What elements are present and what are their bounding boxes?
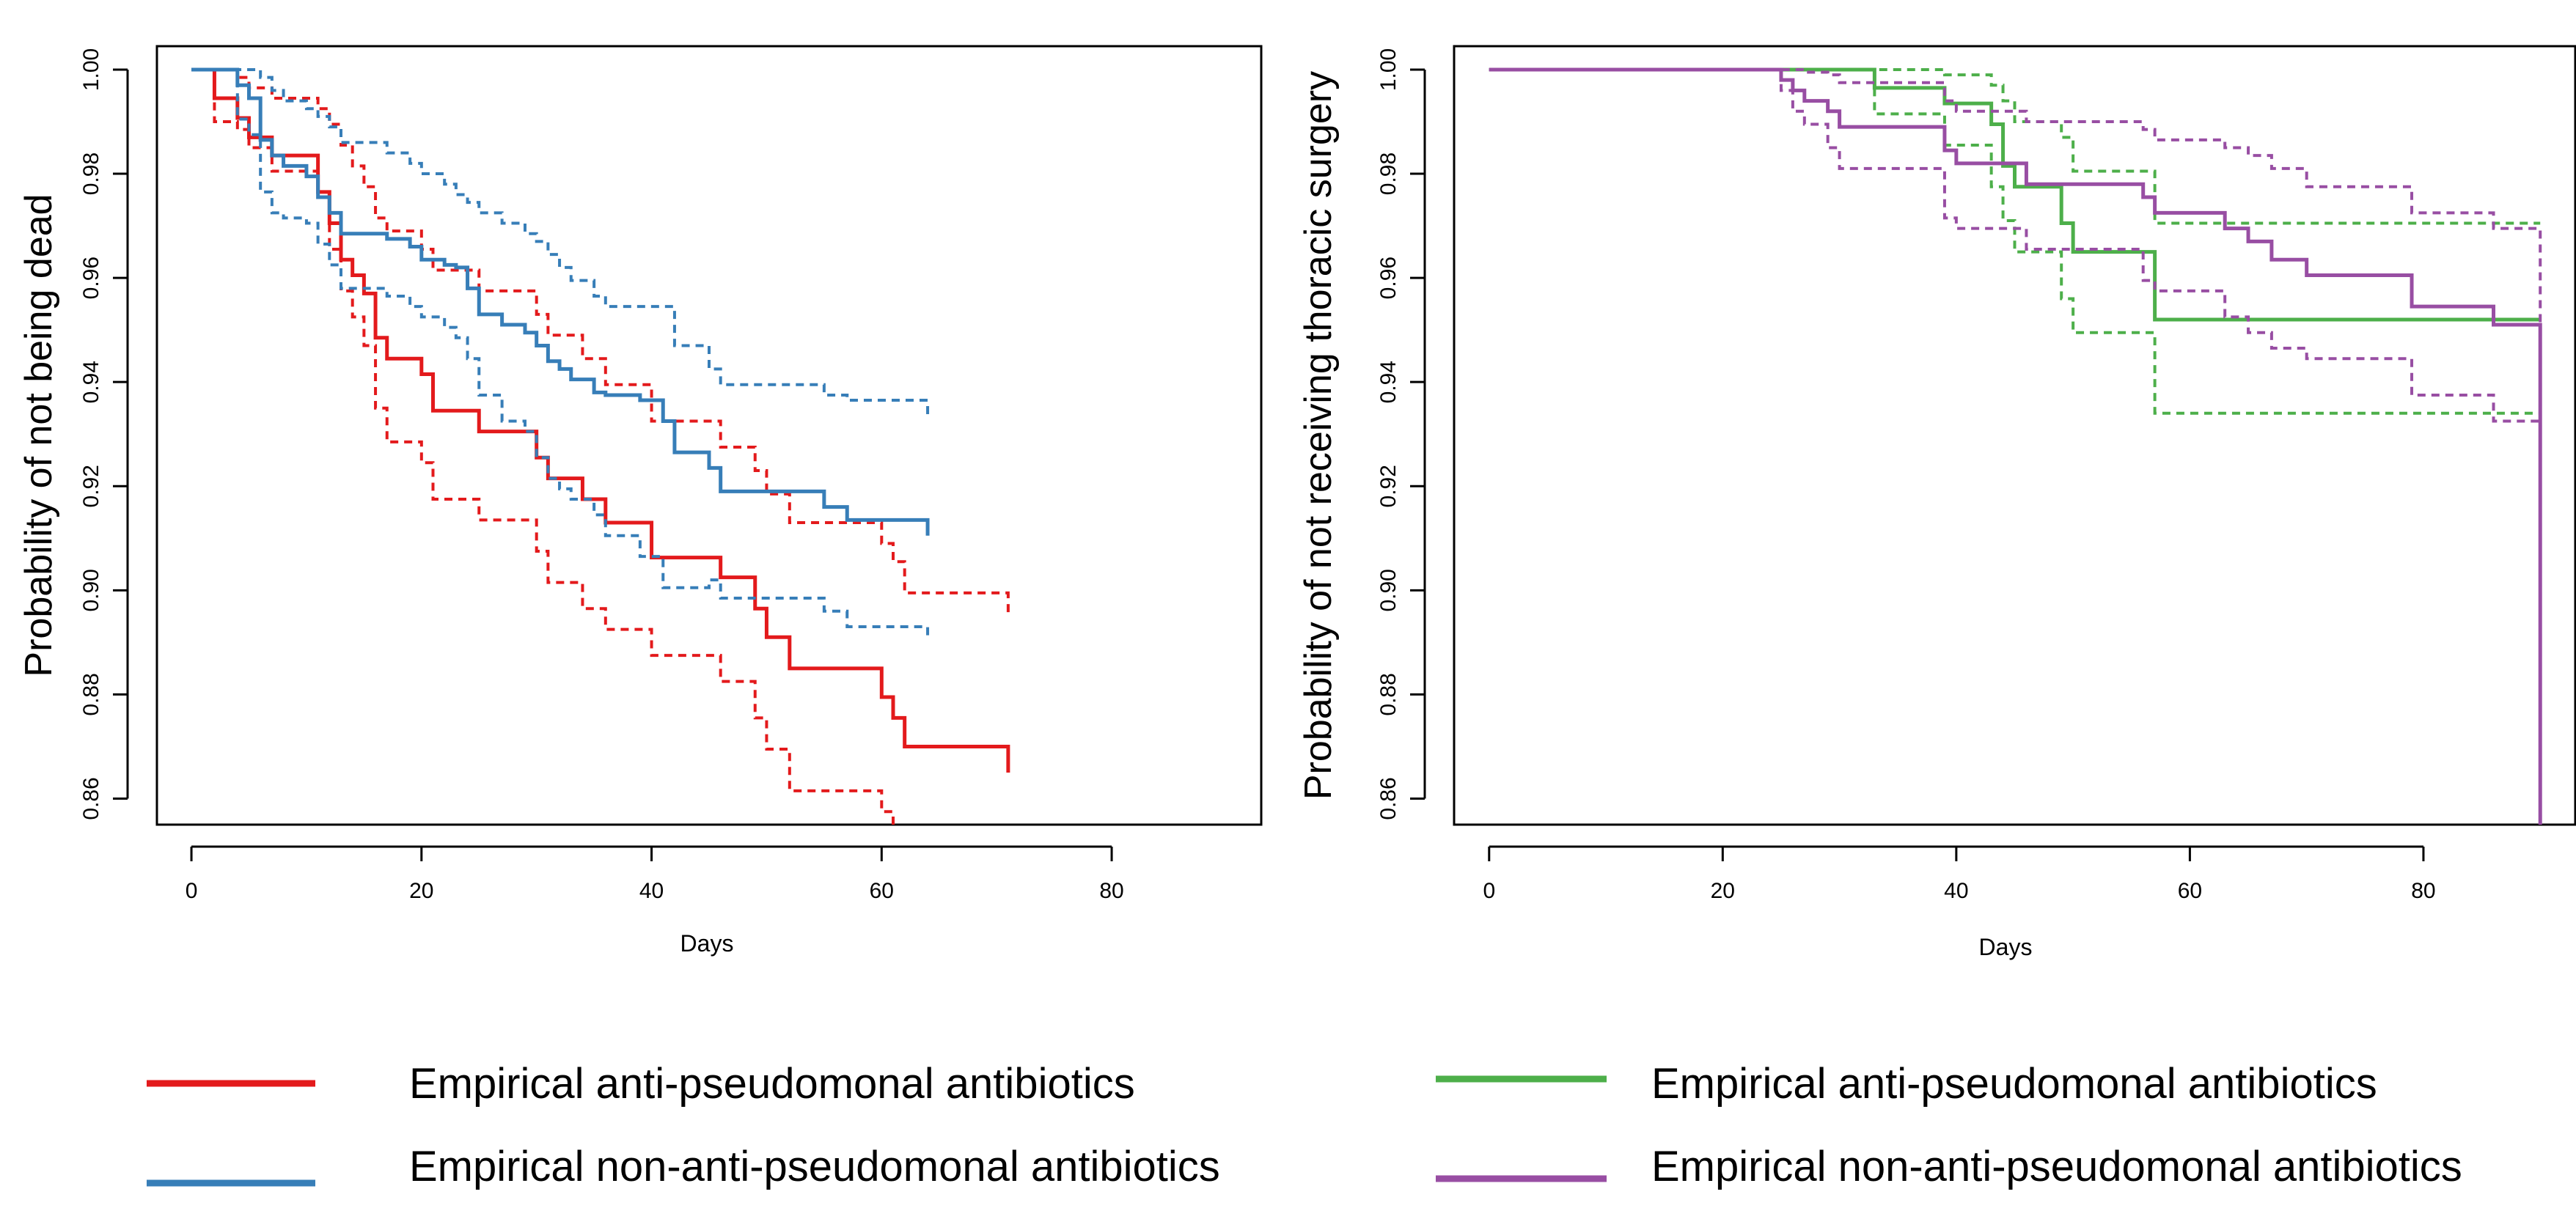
series-layer <box>1489 67 2542 825</box>
y-tick-label: 0.88 <box>79 673 103 715</box>
y-tick-label: 0.90 <box>79 569 103 611</box>
series-layer <box>191 67 1010 825</box>
ci-curve-5 <box>191 67 930 638</box>
y-tick-label: 0.86 <box>79 777 103 820</box>
y-axis-label: Probability of not being dead <box>18 194 60 677</box>
legend-label-non-anti-pseudomonal: Empirical non-anti-pseudomonal antibioti… <box>1651 1143 2462 1190</box>
y-tick-label: 0.90 <box>1376 569 1401 611</box>
x-tick-label: 0 <box>186 879 198 903</box>
axes-layer: 0 20 40 60 80 0.86 0.88 0.90 0.92 0.94 0.96 0.98 1.0… <box>79 48 1124 903</box>
survival-curve-0 <box>1489 67 2541 322</box>
ci-curve-4 <box>1489 67 2542 825</box>
legend-label-non-anti-pseudomonal: Empirical non-anti-pseudomonal antibioti… <box>409 1143 1220 1190</box>
y-tick-label: 0.98 <box>79 152 103 195</box>
survival-curve-0 <box>191 67 1010 773</box>
x-axis-label: Days <box>680 930 734 957</box>
ci-curve-4 <box>191 67 930 416</box>
ci-curve-1 <box>1489 67 2541 225</box>
y-tick-label: 0.96 <box>1376 257 1401 299</box>
legend-right: Empirical anti-pseudomonal antibiotics E… <box>1436 1060 2462 1190</box>
y-axis-label: Probability of not receiving thoracic su… <box>1297 71 1340 800</box>
x-tick-label: 60 <box>2178 879 2202 903</box>
ci-curve-2 <box>1489 67 2541 415</box>
ci-curve-5 <box>1489 67 2542 825</box>
y-tick-label: 0.88 <box>1376 673 1401 715</box>
y-tick-label: 0.96 <box>79 257 103 299</box>
x-tick-label: 40 <box>1944 879 1968 903</box>
survival-chart-surgery: Probability of not receiving thoracic su… <box>1297 45 2576 960</box>
ci-curve-1 <box>191 67 1010 614</box>
survival-curve-3 <box>191 67 930 536</box>
x-tick-label: 80 <box>1099 879 1123 903</box>
y-tick-label: 0.94 <box>79 361 103 403</box>
x-axis-label: Days <box>1979 934 2033 960</box>
x-tick-label: 60 <box>870 879 894 903</box>
axes-layer: 0 20 40 60 80 0.86 0.88 0.90 0.92 0.94 0.96 0.98 1.0… <box>1376 48 2436 903</box>
plot-frame <box>1453 45 2576 826</box>
x-tick-label: 0 <box>1483 879 1495 903</box>
survival-curve-3 <box>1489 67 2542 825</box>
y-tick-label: 0.92 <box>1376 465 1401 507</box>
legend-label-anti-pseudomonal: Empirical anti-pseudomonal antibiotics <box>1651 1060 2377 1108</box>
legend-label-anti-pseudomonal: Empirical anti-pseudomonal antibiotics <box>409 1060 1135 1108</box>
y-tick-label: 0.98 <box>1376 152 1401 195</box>
ci-curve-2 <box>191 67 895 825</box>
plot-frame <box>155 45 1263 826</box>
y-tick-label: 0.94 <box>1376 361 1401 403</box>
y-tick-label: 0.86 <box>1376 777 1401 820</box>
y-tick-label: 0.92 <box>79 465 103 507</box>
x-tick-label: 40 <box>639 879 664 903</box>
y-tick-label: 1.00 <box>1376 48 1401 91</box>
survival-chart-death: Probability of not being dead Days 0 20 40… <box>18 45 1263 957</box>
x-tick-label: 20 <box>1711 879 1735 903</box>
x-tick-label: 20 <box>409 879 433 903</box>
legend-left: Empirical anti-pseudomonal antibiotics E… <box>147 1060 1220 1190</box>
x-tick-label: 80 <box>2411 879 2435 903</box>
y-tick-label: 1.00 <box>79 48 103 91</box>
